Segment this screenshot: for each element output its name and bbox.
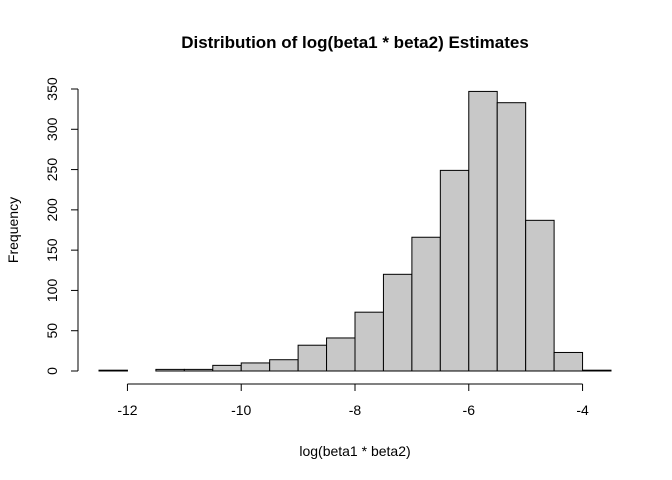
- histogram-bar: [411, 236, 441, 372]
- histogram-bar: [525, 219, 555, 372]
- histogram-bar: [98, 369, 128, 372]
- y-tick-label: 50: [44, 323, 60, 339]
- x-tick-label: -6: [463, 402, 476, 418]
- histogram-bar: [382, 273, 413, 372]
- histogram-bar: [326, 337, 356, 372]
- y-axis: 0 50 100 150 200 250 300 350: [44, 77, 79, 375]
- histogram-bar: [354, 311, 384, 372]
- x-tick-label: -4: [576, 402, 589, 418]
- x-axis-label: log(beta1 * beta2): [299, 443, 410, 459]
- x-tick-label: -12: [117, 402, 137, 418]
- y-axis-label: Frequency: [5, 197, 21, 263]
- histogram-bar: [155, 368, 185, 372]
- y-tick-label: 0: [44, 367, 60, 375]
- histogram-bar: [582, 369, 612, 372]
- histogram-bar: [496, 102, 527, 372]
- histogram-bars: [98, 90, 612, 372]
- histogram-bar: [553, 351, 584, 372]
- histogram-bar: [183, 368, 214, 372]
- y-tick-label: 100: [44, 279, 60, 303]
- x-tick-label: -8: [349, 402, 362, 418]
- x-tick-label: -10: [231, 402, 251, 418]
- x-axis: -12 -10 -8 -6 -4: [117, 383, 589, 418]
- chart-title: Distribution of log(beta1 * beta2) Estim…: [181, 33, 529, 52]
- histogram-bar: [269, 359, 299, 372]
- histogram-bar: [439, 169, 470, 372]
- y-tick-label: 350: [44, 77, 60, 101]
- histogram-bar: [468, 90, 498, 372]
- histogram-bar: [297, 344, 328, 372]
- y-tick-label: 150: [44, 238, 60, 262]
- histogram-bar: [240, 362, 271, 372]
- y-tick-label: 250: [44, 158, 60, 182]
- y-tick-label: 200: [44, 198, 60, 222]
- y-tick-label: 300: [44, 117, 60, 141]
- histogram-bar: [212, 364, 242, 372]
